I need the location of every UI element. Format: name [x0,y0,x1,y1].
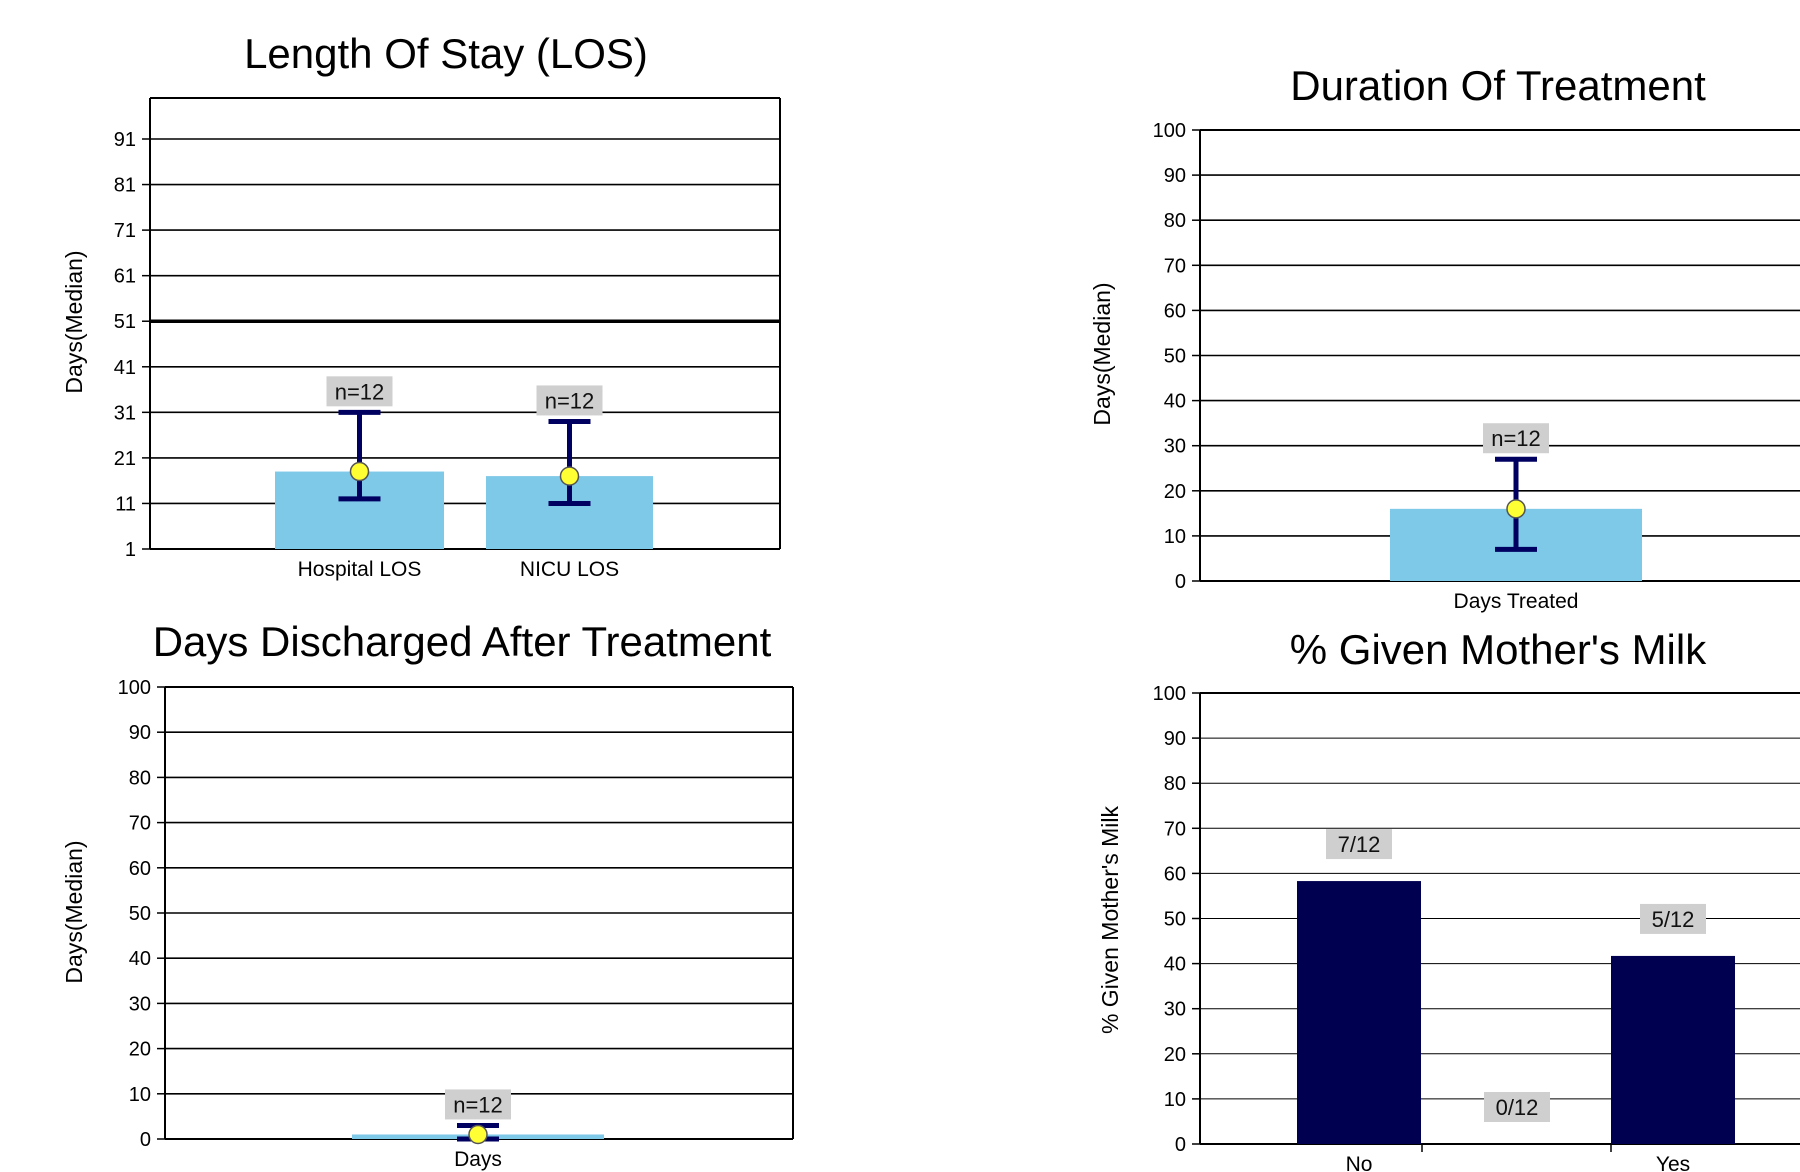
milk-ytick-label: 100 [1153,683,1186,705]
dda-median-marker [468,1124,488,1145]
dda-chart: Days Discharged After Treatment Days(Med… [61,618,794,1171]
dot-ytick-label: 0 [1175,571,1186,593]
dda-ytick-label: 10 [129,1084,151,1106]
dot-chart: Duration Of Treatment Days(Median) 0 10 20… [1089,62,1800,613]
dda-ytick-label: 80 [129,767,151,789]
dda-ytick-label: 90 [129,722,151,744]
los-median-marker [559,466,580,486]
los-ytick-label: 91 [114,129,136,151]
dda-ytick-label: 60 [129,858,151,880]
milk-title: % Given Mother's Milk [1290,626,1707,673]
los-data-label-bg [326,376,393,407]
los-ytick-label: 31 [114,402,136,424]
dda-data-label-bg [445,1089,511,1120]
dda-ytick-label: 30 [129,993,151,1015]
los-ytick-label: 21 [114,448,136,470]
milk-bar [1297,881,1421,1144]
dda-ytick-label: 40 [129,948,151,970]
dot-ytick-label: 40 [1164,391,1186,413]
los-chart: Length Of Stay (LOS) Days(Median) 111213… [61,30,781,581]
dda-ytick-label: 20 [129,1039,151,1061]
dot-ytick-label: 80 [1164,210,1186,232]
dot-ytick-label: 20 [1164,481,1186,503]
milk-ylabel: % Given Mother's Milk [1097,805,1123,1034]
los-data-label: n=12 [545,388,595,413]
dot-title: Duration Of Treatment [1290,62,1706,109]
milk-data-label-bg [1326,829,1392,860]
dot-median-marker [1506,499,1526,519]
dda-category-label: Days [454,1148,502,1171]
los-title: Length Of Stay (LOS) [244,30,648,77]
milk-ytick-label: 0 [1175,1134,1186,1156]
los-median-marker [349,461,370,482]
dot-ytick-label: 30 [1164,436,1186,458]
milk-data-label: 5/12 [1652,907,1695,932]
milk-bar [1611,955,1735,1144]
milk-ytick-label: 20 [1164,1044,1186,1066]
milk-ytick-label: 30 [1164,999,1186,1021]
los-ytick-label: 71 [114,220,136,242]
milk-data-label: 7/12 [1338,832,1381,857]
los-ytick-label: 1 [125,539,136,561]
milk-ytick-label: 50 [1164,909,1186,931]
los-category-label: Hospital LOS [298,558,422,581]
los-ytick-label: 81 [114,175,136,197]
milk-category-label: No [1346,1153,1373,1172]
milk-data-label: 0/12 [1496,1095,1539,1120]
dot-ytick-label: 60 [1164,300,1186,322]
milk-ytick-label: 90 [1164,728,1186,750]
los-ytick-label: 41 [114,357,136,379]
dot-ylabel: Days(Median) [1089,282,1115,425]
dda-data-label: n=12 [453,1092,503,1117]
milk-ytick-label: 80 [1164,773,1186,795]
dot-ytick-label: 50 [1164,346,1186,368]
dda-ytick-label: 0 [140,1129,151,1151]
los-data-label-bg [536,385,603,416]
dot-ytick-label: 100 [1153,120,1186,142]
dot-data-label: n=12 [1491,426,1541,451]
milk-chart: % Given Mother's Milk % Given Mother's M… [1097,626,1800,1172]
los-data-label: n=12 [335,379,385,404]
los-ylabel: Days(Median) [61,250,87,393]
los-ytick-label: 11 [115,493,136,515]
los-ytick-label: 61 [114,266,136,288]
dda-ytick-label: 50 [129,903,151,925]
milk-ytick-label: 40 [1164,954,1186,976]
milk-data-label-bg [1484,1092,1550,1122]
dda-ytick-label: 100 [118,677,151,699]
los-ytick-label: 51 [114,311,136,333]
dot-ytick-label: 70 [1164,255,1186,277]
dot-ytick-label: 10 [1164,526,1186,548]
milk-category-label: Yes [1656,1153,1690,1172]
dda-ylabel: Days(Median) [61,840,87,983]
milk-ytick-label: 60 [1164,863,1186,885]
milk-ytick-label: 70 [1164,818,1186,840]
dda-ytick-label: 70 [129,813,151,835]
los-category-label: NICU LOS [520,558,619,581]
dot-data-label-bg [1483,423,1549,454]
dot-ytick-label: 90 [1164,165,1186,187]
milk-ytick-label: 10 [1164,1089,1186,1111]
dot-category-label: Days Treated [1454,590,1579,613]
dda-title: Days Discharged After Treatment [153,618,772,665]
milk-data-label-bg [1640,903,1706,934]
